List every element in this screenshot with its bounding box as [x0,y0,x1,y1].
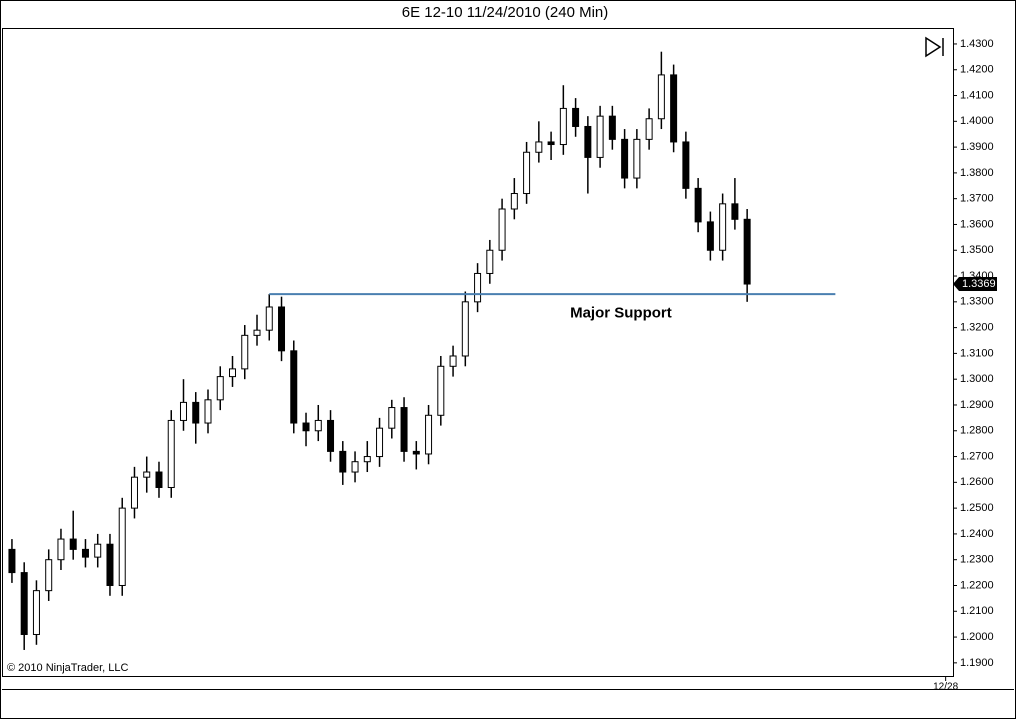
candle-body [8,548,16,574]
candle-body [510,193,518,210]
y-tick-label: 1.3100 [960,347,994,359]
y-tick-label: 1.3600 [960,218,994,230]
y-tick-label: 1.3300 [960,296,994,308]
y-tick-label: 1.4100 [960,89,994,101]
candle-body [229,368,237,378]
y-tick-label: 1.3200 [960,322,994,334]
candle-body [706,221,714,251]
candle-body [486,249,494,274]
candle-body [657,74,665,120]
y-tick-label: 1.1900 [960,657,994,669]
candle-body [204,399,212,424]
candle-body [81,548,89,558]
y-tick-label: 1.3500 [960,244,994,256]
chart-title: 6E 12-10 11/24/2010 (240 Min) [402,4,609,21]
candle-body [376,427,384,458]
y-tick-label: 1.2700 [960,450,994,462]
last-price-label: 1.3369 [962,278,996,290]
y-tick-label: 1.4200 [960,64,994,76]
candle-body [216,376,224,401]
candle-body [351,461,359,473]
y-tick-label: 1.3000 [960,373,994,385]
y-tick-label: 1.3700 [960,193,994,205]
candle-body [302,422,310,432]
candle-body [57,538,65,561]
y-tick-label: 1.2200 [960,579,994,591]
candle-body [143,471,151,478]
candle-body [633,138,641,179]
candle-body [608,115,616,140]
candle-body [498,208,506,251]
annotation: Major Support [570,305,672,322]
candle-body [535,141,543,153]
candle-body [253,329,261,336]
candle-body [45,559,53,592]
y-tick-label: 1.3900 [960,141,994,153]
candle-body [314,419,322,432]
plot-area [2,28,954,677]
candle-body [167,419,175,488]
candle-body [645,118,653,140]
candle-body [694,187,702,223]
candle-body [241,334,249,370]
candle-body [179,401,187,421]
candle-body [572,107,580,127]
candle-body [412,450,420,455]
candle-body [449,355,457,367]
candle-body [130,476,138,509]
candle-body [682,141,690,189]
candle-body [425,414,433,455]
candle-body [719,203,727,251]
candle-body [388,407,396,429]
y-tick-label: 1.2900 [960,399,994,411]
y-tick-label: 1.3800 [960,167,994,179]
candle-body [547,141,555,146]
candle-body [559,107,567,146]
candle-body [584,125,592,158]
y-tick-label: 1.4300 [960,38,994,50]
candle-body [106,543,114,586]
copyright: © 2010 NinjaTrader, LLC [7,662,128,674]
last-price-box [953,277,997,292]
candle-body [743,218,751,285]
candle-body [596,115,604,158]
y-tick-label: 1.2500 [960,502,994,514]
candle-body [474,272,482,303]
y-tick-label: 1.4000 [960,115,994,127]
candle-body [94,543,102,558]
candle-body [400,407,408,452]
y-tick-label: 1.2100 [960,605,994,617]
candle-body [69,538,77,550]
candle-body [621,138,629,179]
candle-body [461,301,469,357]
candle-body [327,419,335,452]
candle-body [20,572,28,635]
candle-body [523,151,531,195]
candle-body [118,507,126,586]
y-tick-label: 1.2600 [960,476,994,488]
y-tick-label: 1.2300 [960,554,994,566]
candle-body [290,350,298,424]
candle-body [670,74,678,143]
candle-body [32,590,40,635]
candle-body [339,450,347,473]
candle-body [278,306,286,352]
candle-body [192,401,200,424]
candle-body [731,203,739,220]
y-tick-label: 1.2400 [960,528,994,540]
play-triangle[interactable] [925,36,942,58]
y-tick-label: 1.2000 [960,631,994,643]
play-icon[interactable] [925,36,944,58]
candle-body [265,306,273,331]
y-tick-label: 1.2800 [960,425,994,437]
x-tick-label: 12/28 [933,682,958,693]
candle-body [155,471,163,488]
candle-body [437,365,445,416]
candle-body [363,456,371,463]
